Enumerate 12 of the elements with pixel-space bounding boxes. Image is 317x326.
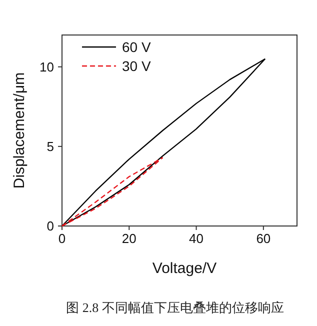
x-tick-label: 60 [256,231,271,246]
x-axis-title: Voltage/V [152,260,217,277]
y-tick-label: 10 [40,59,54,74]
legend-label: 60 V [122,39,152,55]
x-tick-label: 20 [122,231,136,246]
caption: 图 2.8 不同幅值下压电叠堆的位移响应 [66,300,284,315]
y-tick-label: 5 [46,138,54,154]
x-tick-label: 0 [58,231,66,246]
y-tick-label: 0 [46,218,54,234]
y-axis-title: Displacement/μm [11,72,28,189]
legend-label: 30 V [122,58,152,74]
x-tick-label: 40 [189,231,204,246]
